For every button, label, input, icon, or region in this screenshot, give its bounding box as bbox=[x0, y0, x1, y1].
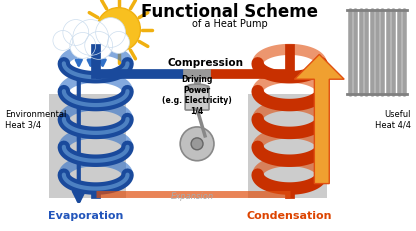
Text: of a Heat Pump: of a Heat Pump bbox=[192, 18, 268, 28]
Ellipse shape bbox=[186, 85, 208, 91]
Circle shape bbox=[96, 18, 126, 48]
Text: Driving
Power
(e.g. Electricity)
1/4: Driving Power (e.g. Electricity) 1/4 bbox=[162, 75, 232, 115]
Circle shape bbox=[180, 127, 214, 161]
Text: Functional Scheme: Functional Scheme bbox=[141, 3, 318, 21]
Text: Compression: Compression bbox=[167, 58, 243, 68]
Text: Useful
Heat 4/4: Useful Heat 4/4 bbox=[375, 110, 411, 129]
Text: Evaporation: Evaporation bbox=[48, 210, 124, 220]
Circle shape bbox=[73, 21, 109, 56]
Polygon shape bbox=[295, 55, 344, 184]
FancyBboxPatch shape bbox=[185, 87, 209, 111]
Circle shape bbox=[108, 32, 129, 54]
Circle shape bbox=[191, 138, 203, 150]
FancyBboxPatch shape bbox=[49, 95, 126, 199]
Circle shape bbox=[70, 33, 96, 59]
Circle shape bbox=[53, 31, 73, 51]
Text: Environmental
Heat 3/4: Environmental Heat 3/4 bbox=[5, 110, 67, 129]
Circle shape bbox=[63, 21, 89, 46]
Circle shape bbox=[85, 32, 113, 60]
Text: Expansion: Expansion bbox=[171, 191, 214, 200]
Circle shape bbox=[97, 9, 141, 52]
Text: Condensation: Condensation bbox=[247, 210, 332, 220]
FancyBboxPatch shape bbox=[248, 95, 327, 199]
